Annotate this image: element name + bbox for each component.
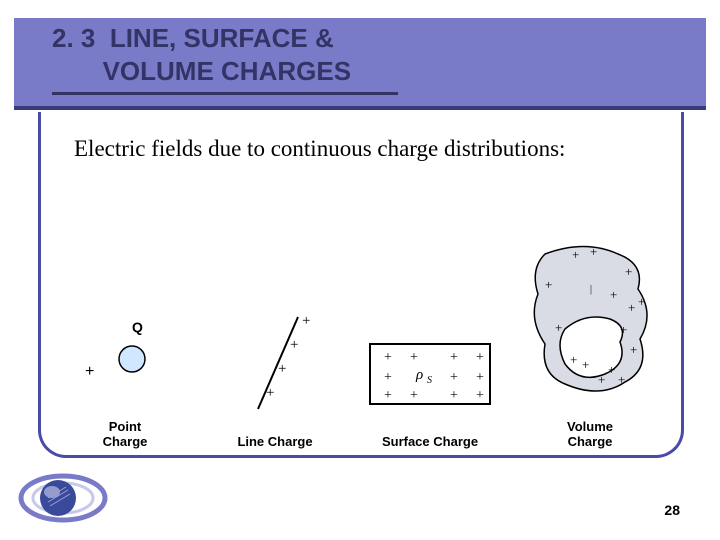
slide-title: 2. 3 LINE, SURFACE & VOLUME CHARGES — [52, 22, 351, 87]
title-underline — [52, 92, 398, 95]
svg-text:+: + — [266, 385, 274, 401]
svg-text:+: + — [384, 370, 392, 385]
slide-logo-icon — [18, 470, 113, 526]
svg-text:S: S — [427, 375, 432, 386]
diagram-line-charge: + + + + Line Charge — [200, 299, 350, 450]
point-circle — [119, 346, 145, 372]
svg-text:+: + — [618, 372, 625, 387]
svg-text:+: + — [278, 361, 286, 377]
svg-text:+: + — [570, 352, 577, 367]
rho-s-label: ρ — [415, 367, 423, 383]
svg-text:+: + — [555, 320, 562, 335]
section-number: 2. 3 — [52, 23, 95, 53]
svg-text:+: + — [384, 350, 392, 365]
diagram-surface-charge: + + + + + + + + + + + ρ S Surface Charge — [350, 319, 510, 450]
svg-text:+: + — [476, 370, 484, 385]
caption-surface: Surface Charge — [350, 435, 510, 450]
svg-text:+: + — [598, 372, 605, 387]
svg-text:+: + — [582, 357, 589, 372]
q-label: Q — [132, 319, 143, 335]
svg-text:+: + — [410, 350, 418, 365]
header-rule — [14, 106, 706, 110]
svg-text:|: | — [590, 284, 592, 295]
svg-text:+: + — [85, 363, 94, 380]
svg-text:+: + — [450, 370, 458, 385]
svg-text:+: + — [630, 342, 637, 357]
body-text: Electric fields due to continuous charge… — [74, 132, 634, 165]
svg-text:+: + — [302, 313, 310, 329]
svg-text:+: + — [450, 350, 458, 365]
svg-text:+: + — [625, 264, 632, 279]
svg-text:+: + — [545, 277, 552, 292]
svg-text:+: + — [290, 337, 298, 353]
caption-line: Line Charge — [200, 435, 350, 450]
svg-text:+: + — [476, 350, 484, 365]
title-line1: LINE, SURFACE & — [110, 23, 334, 53]
svg-text:+: + — [476, 388, 484, 403]
svg-text:+: + — [384, 388, 392, 403]
caption-volume: Volume Charge — [510, 420, 670, 450]
svg-text:+: + — [620, 322, 627, 337]
svg-text:+: + — [608, 362, 615, 377]
svg-text:+: + — [450, 388, 458, 403]
svg-text:+: + — [610, 287, 617, 302]
diagrams-row: Q + Point Charge + + + + Line Charge + +… — [50, 240, 670, 450]
svg-text:+: + — [590, 244, 597, 259]
svg-text:+: + — [638, 294, 645, 309]
page-number: 28 — [664, 502, 680, 518]
svg-text:+: + — [410, 388, 418, 403]
diagram-point-charge: Q + Point Charge — [50, 304, 200, 450]
title-line2: VOLUME CHARGES — [103, 56, 351, 86]
diagram-volume-charge: + + + + | + + + + + + + + + + + Volume C… — [510, 234, 670, 450]
svg-text:+: + — [572, 247, 579, 262]
caption-point: Point Charge — [50, 420, 200, 450]
svg-text:+: + — [628, 300, 635, 315]
